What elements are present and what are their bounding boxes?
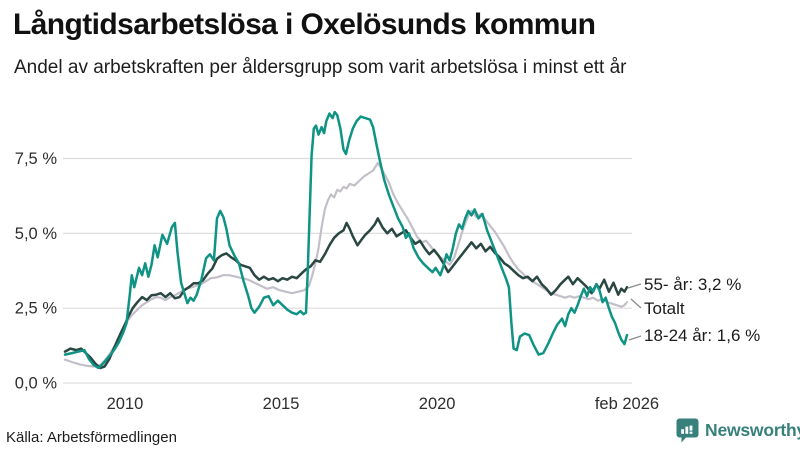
- series-label-18-24: 18-24 år: 1,6 %: [644, 326, 761, 345]
- brand-name: Newsworthy: [705, 420, 800, 440]
- label-connectors: [627, 283, 642, 341]
- y-tick-label: 7,5 %: [15, 150, 58, 168]
- series-line-totalt: [63, 161, 629, 368]
- series-line-55-r: [63, 217, 629, 370]
- x-tick-label: feb 2026: [595, 395, 659, 413]
- series-layer: [63, 110, 629, 370]
- y-tick-label: 2,5 %: [15, 300, 58, 318]
- newsworthy-icon: [676, 418, 699, 443]
- series-label-55: 55- år: 3,2 %: [644, 275, 742, 294]
- chart-subtitle: Andel av arbetskraften per åldersgrupp s…: [14, 57, 627, 78]
- x-tick-label: 2020: [419, 395, 456, 413]
- axis-layer: 0,0 % 2,5 % 5,0 % 7,5 % 2010 2015 2020 feb 2026: [15, 150, 659, 413]
- brand-logo[interactable]: Newsworthy: [676, 418, 800, 443]
- y-tick-label: 0,0 %: [15, 375, 58, 393]
- series-label-totalt: Totalt: [644, 299, 685, 318]
- series-line-18-24-r: [63, 110, 629, 370]
- connector-18-24-icon: [628, 335, 642, 341]
- grid-layer: [63, 157, 632, 384]
- chart-title: Långtidsarbetslösa i Oxelösunds kommun: [13, 8, 596, 41]
- source-text: Källa: Arbetsförmedlingen: [6, 429, 177, 446]
- connector-totalt-icon: [630, 298, 642, 309]
- x-tick-label: 2010: [107, 395, 144, 413]
- y-tick-label: 5,0 %: [15, 225, 58, 243]
- connector-55-icon: [627, 283, 642, 289]
- x-tick-label: 2015: [263, 395, 300, 413]
